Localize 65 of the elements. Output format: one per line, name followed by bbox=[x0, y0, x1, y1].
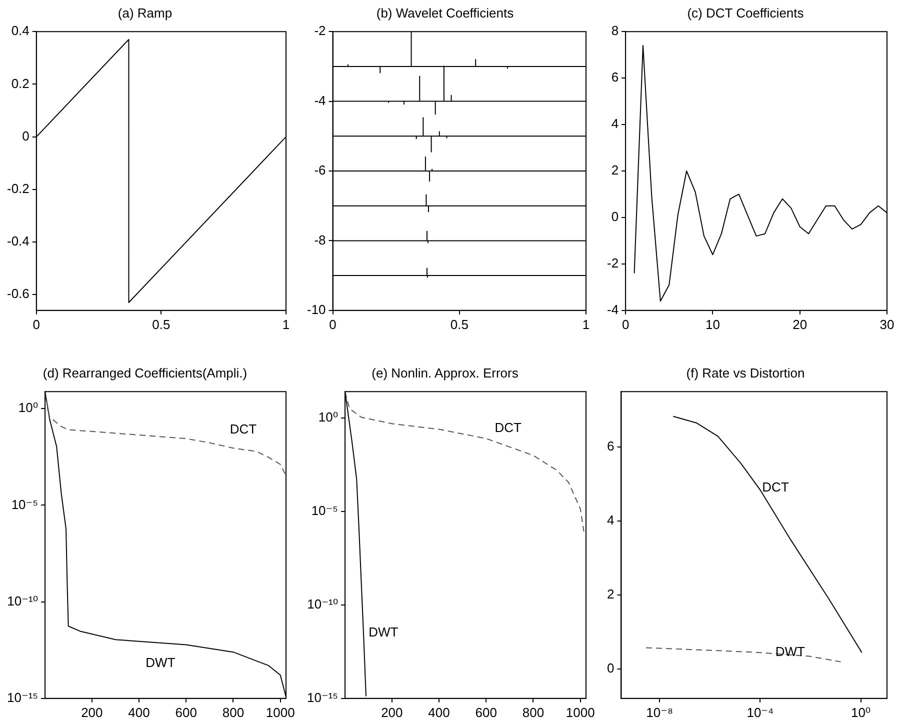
x-tick-label: 1 bbox=[582, 316, 590, 332]
series-label: DCT bbox=[494, 420, 522, 436]
y-tick-label: 10⁻¹⁵ bbox=[306, 690, 338, 705]
series-label: DWT bbox=[775, 644, 806, 660]
chart-title: (f) Rate vs Distortion bbox=[686, 365, 805, 380]
y-tick-label: 0.2 bbox=[11, 76, 30, 91]
y-tick-label: 8 bbox=[611, 23, 619, 38]
x-tick-label: 0.5 bbox=[450, 316, 468, 332]
series-label: DWT bbox=[146, 655, 176, 670]
chart-title: (d) Rearranged Coefficients(Ampli.) bbox=[42, 365, 248, 380]
y-tick-label: -4 bbox=[606, 302, 619, 317]
y-tick-label: -0.2 bbox=[6, 180, 30, 196]
x-tick-label: 10 bbox=[705, 316, 720, 332]
y-tick-label: 0.4 bbox=[11, 23, 30, 38]
x-tick-label: 200 bbox=[381, 704, 403, 720]
y-tick-label: -0.6 bbox=[6, 286, 30, 302]
y-tick-label: 10⁻⁵ bbox=[311, 503, 338, 518]
y-tick-label: 0 bbox=[606, 660, 614, 676]
x-tick-label: 10⁻⁴ bbox=[746, 704, 774, 720]
y-tick-label: 10⁻¹⁵ bbox=[6, 690, 38, 705]
x-tick-label: 1000 bbox=[266, 704, 295, 720]
x-tick-label: 0 bbox=[622, 316, 630, 332]
chart-title: (e) Nonlin. Approx. Errors bbox=[372, 365, 519, 380]
x-tick-label: 200 bbox=[81, 704, 103, 720]
y-tick-label: 2 bbox=[606, 586, 614, 602]
y-tick-label: 6 bbox=[611, 70, 619, 85]
y-tick-label: -4 bbox=[314, 92, 326, 108]
y-tick-label: -0.4 bbox=[6, 234, 30, 249]
chart-title: (c) DCT Coefficients bbox=[687, 5, 804, 20]
series-label: DCT bbox=[230, 422, 257, 437]
y-tick-label: 4 bbox=[611, 116, 619, 132]
x-tick-label: 0.5 bbox=[152, 316, 170, 332]
y-tick-label: 0 bbox=[22, 128, 30, 144]
y-tick-label: -10 bbox=[306, 302, 326, 317]
y-tick-label: 10⁻⁵ bbox=[11, 496, 38, 512]
x-tick-label: 1 bbox=[282, 316, 290, 332]
x-tick-label: 400 bbox=[128, 704, 150, 720]
y-tick-label: -6 bbox=[314, 162, 326, 178]
x-tick-label: 800 bbox=[222, 704, 244, 720]
y-tick-label: 10⁰ bbox=[18, 400, 38, 416]
y-tick-label: 0 bbox=[611, 209, 619, 224]
chart-title: (a) Ramp bbox=[118, 5, 172, 20]
x-tick-label: 1000 bbox=[566, 704, 595, 720]
y-tick-label: 10⁰ bbox=[318, 410, 338, 425]
x-tick-label: 10⁰ bbox=[850, 704, 871, 720]
chart-title: (b) Wavelet Coefficients bbox=[376, 5, 514, 20]
line-series bbox=[45, 392, 286, 476]
y-tick-label: 2 bbox=[611, 162, 619, 178]
y-tick-label: 4 bbox=[606, 512, 614, 528]
y-tick-label: 10⁻¹⁰ bbox=[307, 596, 338, 612]
y-tick-label: -2 bbox=[314, 23, 326, 38]
x-tick-label: 400 bbox=[428, 704, 450, 720]
y-tick-label: 10⁻¹⁰ bbox=[7, 593, 38, 608]
x-tick-label: 20 bbox=[792, 316, 808, 332]
x-tick-label: 600 bbox=[475, 704, 497, 720]
x-tick-label: 600 bbox=[175, 704, 197, 720]
x-tick-label: 30 bbox=[880, 316, 894, 332]
y-tick-label: -2 bbox=[606, 256, 619, 271]
x-tick-label: 800 bbox=[522, 704, 544, 720]
series-label: DCT bbox=[762, 480, 789, 494]
line-series bbox=[345, 392, 584, 532]
x-tick-label: 10⁻⁸ bbox=[646, 704, 673, 720]
y-tick-label: -8 bbox=[314, 232, 326, 248]
series-label: DWT bbox=[368, 624, 398, 640]
y-tick-label: 6 bbox=[606, 438, 614, 454]
